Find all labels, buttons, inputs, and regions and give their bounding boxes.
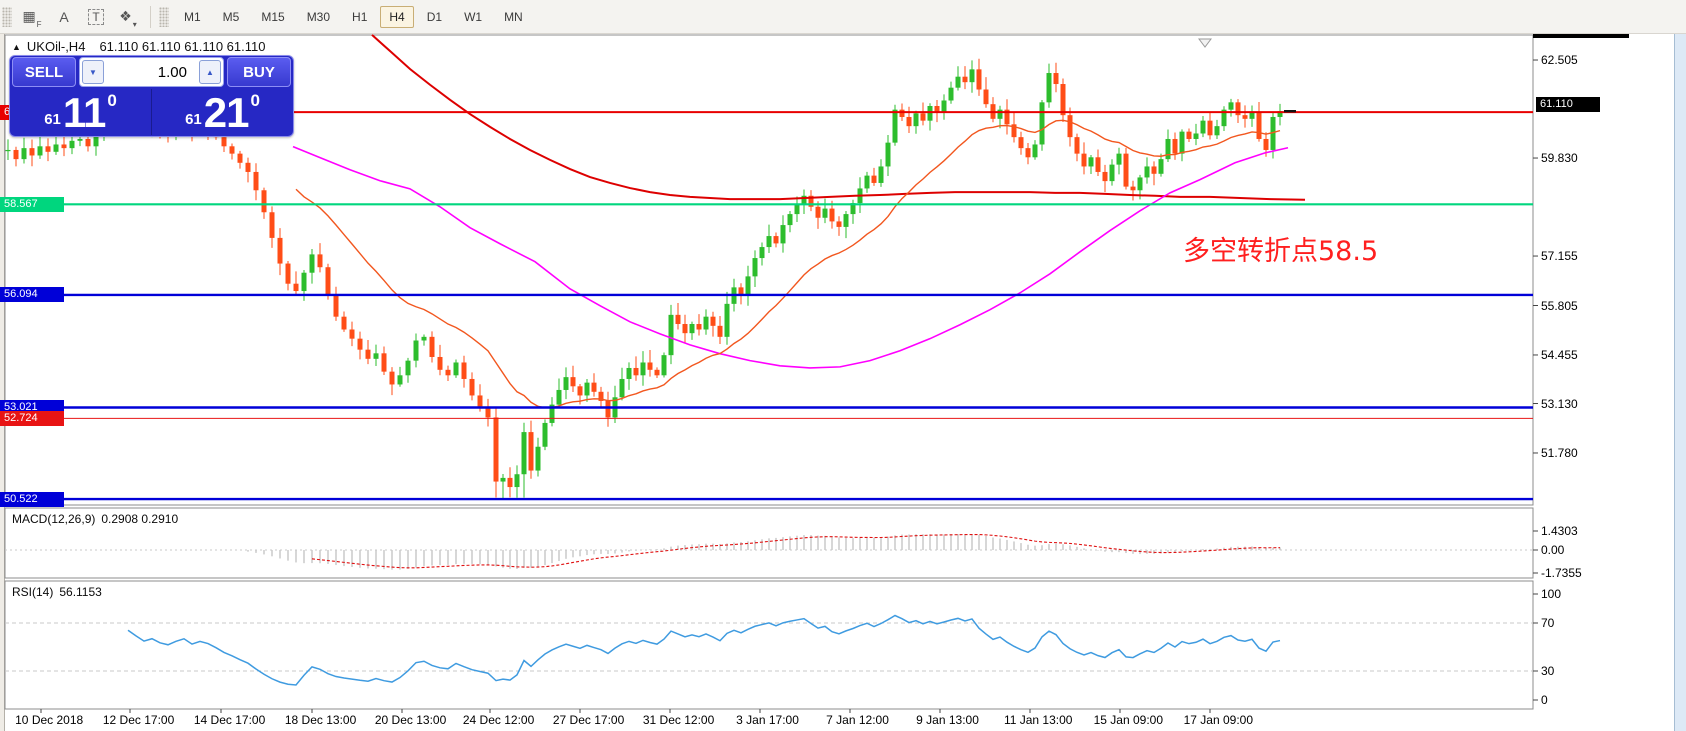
- buy-price-prefix: 61: [185, 111, 202, 128]
- level-price-badge: 56.094: [0, 287, 64, 303]
- date-axis-label: 12 Dec 17:00: [102, 713, 175, 727]
- timeframe-button-W1[interactable]: W1: [464, 9, 483, 24]
- trade-controls-row: SELL ▼ ▲ BUY: [10, 56, 293, 88]
- level-price-badge: 52.724: [0, 410, 64, 426]
- macd-current-values: 0.2908 0.2910: [101, 512, 179, 526]
- text-box-icon[interactable]: T: [82, 4, 110, 30]
- chart-annotation-text: 多空转折点58.5: [1183, 236, 1379, 267]
- price-axis-tick-label: 59.830: [1541, 151, 1578, 166]
- sell-price-sup: 0: [107, 91, 117, 110]
- price-axis-tick-label: 62.505: [1541, 53, 1578, 68]
- date-axis-label: 7 Jan 12:00: [826, 713, 889, 727]
- price-axis-tick-label: 53.130: [1541, 396, 1578, 411]
- timeframe-button-M5[interactable]: M5: [222, 9, 240, 24]
- macd-scale-label: 0.00: [1541, 543, 1565, 557]
- date-axis-label: 18 Dec 13:00: [284, 713, 357, 727]
- symbol-name: UKOil-,H4: [26, 39, 86, 54]
- price-axis-tick-label: 54.455: [1541, 347, 1578, 362]
- rsi-scale-label: 100: [1541, 587, 1562, 601]
- sell-button[interactable]: SELL: [12, 57, 76, 87]
- indicator-grid-icon[interactable]: ▦ F: [22, 8, 42, 29]
- rsi-scale-label: 0: [1541, 693, 1548, 707]
- collapse-panel-icon[interactable]: ▲: [12, 42, 21, 52]
- timeframe-button-D1[interactable]: D1: [426, 9, 443, 24]
- ohlc-quote: 61.110 61.110 61.110 61.110: [99, 39, 266, 54]
- macd-indicator-name: MACD(12,26,9): [12, 512, 96, 526]
- toolbar: ▦ F A T ❖ ▾ M1 M5 M15 M30 H1 H4 D1 W1 MN: [0, 0, 1686, 34]
- timeframe-button-MN[interactable]: MN: [504, 9, 523, 24]
- timeframe-button-H4[interactable]: H4: [380, 5, 414, 28]
- date-axis-label: 20 Dec 13:00: [374, 713, 447, 727]
- rsi-pane-label: RSI(14) 56.1153: [12, 585, 102, 599]
- shapes-icon[interactable]: ❖ ▾: [119, 8, 137, 29]
- volume-box: ▼ ▲: [79, 57, 224, 87]
- toolbar-separator: [150, 5, 151, 28]
- volume-decrease-button[interactable]: ▼: [82, 60, 104, 84]
- price-axis-tick-label: 51.780: [1541, 445, 1578, 460]
- date-axis-label: 14 Dec 17:00: [193, 713, 266, 727]
- macd-pane-label: MACD(12,26,9) 0.2908 0.2910: [12, 512, 178, 526]
- rsi-indicator-name: RSI(14): [12, 585, 54, 599]
- date-axis-label: 3 Jan 17:00: [736, 713, 799, 727]
- date-axis-label: 27 Dec 17:00: [552, 713, 625, 727]
- timeframe-button-M15[interactable]: M15: [261, 9, 285, 24]
- text-label-icon[interactable]: A: [59, 8, 69, 25]
- macd-scale-label: 1.4303: [1541, 524, 1578, 538]
- price-axis-tick-label: 57.155: [1541, 249, 1578, 264]
- volume-input[interactable]: [106, 62, 197, 82]
- date-axis-label: 9 Jan 13:00: [916, 713, 979, 727]
- sell-price-tile[interactable]: 61 11 0: [10, 89, 152, 135]
- rsi-scale-label: 30: [1541, 664, 1555, 678]
- level-price-badge: 58.567: [0, 196, 64, 212]
- buy-button[interactable]: BUY: [227, 57, 291, 87]
- buy-price-sup: 0: [250, 91, 260, 110]
- sell-price-big: 11: [62, 89, 106, 136]
- volume-increase-button[interactable]: ▲: [199, 60, 221, 84]
- date-axis-label: 15 Jan 09:00: [1093, 713, 1164, 727]
- rsi-scale-label: 70: [1541, 616, 1555, 630]
- macd-scale-label: -1.7355: [1541, 566, 1582, 580]
- one-click-trade-panel: SELL ▼ ▲ BUY 61 11 0 61 21 0: [9, 55, 294, 137]
- level-price-badge: 50.522: [0, 491, 64, 507]
- trade-prices-row: 61 11 0 61 21 0: [10, 89, 293, 135]
- date-axis-label: 17 Jan 09:00: [1183, 713, 1254, 727]
- rsi-current-value: 56.1153: [59, 585, 102, 599]
- price-axis-tick-label: 55.805: [1541, 298, 1578, 313]
- timeframe-buttons: M1 M5 M15 M30 H1 H4 D1 W1 MN: [173, 5, 534, 28]
- buy-price-tile[interactable]: 61 21 0: [152, 89, 293, 135]
- date-axis-label: 10 Dec 2018: [15, 713, 84, 727]
- window-scrollbar[interactable]: [1674, 33, 1686, 731]
- timeframe-button-H1[interactable]: H1: [352, 9, 368, 24]
- symbol-title: ▲ UKOil-,H4 61.110 61.110 61.110 61.110: [12, 39, 265, 54]
- buy-price-big: 21: [203, 89, 250, 136]
- bid-price-badge: 61.110: [1536, 97, 1600, 112]
- date-axis-label: 31 Dec 12:00: [642, 713, 715, 727]
- date-axis-label: 24 Dec 12:00: [462, 713, 535, 727]
- toolbar-drag-handle[interactable]: [2, 6, 12, 27]
- date-axis-label: 11 Jan 13:00: [1003, 713, 1073, 727]
- toolbar-icons: ▦ F A T ❖ ▾: [16, 4, 144, 30]
- timeframe-button-M30[interactable]: M30: [306, 9, 331, 24]
- timeframe-button-M1[interactable]: M1: [184, 9, 201, 24]
- sell-price-prefix: 61: [44, 111, 61, 128]
- timeframe-drag-handle[interactable]: [159, 6, 169, 27]
